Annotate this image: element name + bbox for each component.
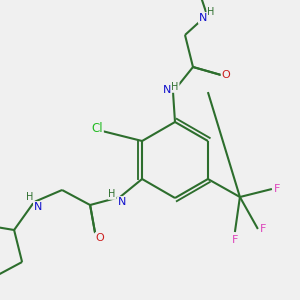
- Text: H: H: [171, 82, 179, 92]
- Text: F: F: [260, 224, 266, 234]
- Text: H: H: [207, 7, 215, 17]
- Text: F: F: [274, 184, 280, 194]
- Text: H: H: [26, 192, 34, 202]
- Text: N: N: [34, 202, 42, 212]
- Text: N: N: [118, 197, 126, 207]
- Text: N: N: [199, 13, 207, 23]
- Text: N: N: [163, 85, 171, 95]
- Text: F: F: [232, 235, 238, 245]
- Text: Cl: Cl: [91, 122, 103, 136]
- Text: O: O: [96, 233, 104, 243]
- Text: O: O: [222, 70, 230, 80]
- Text: H: H: [108, 189, 116, 199]
